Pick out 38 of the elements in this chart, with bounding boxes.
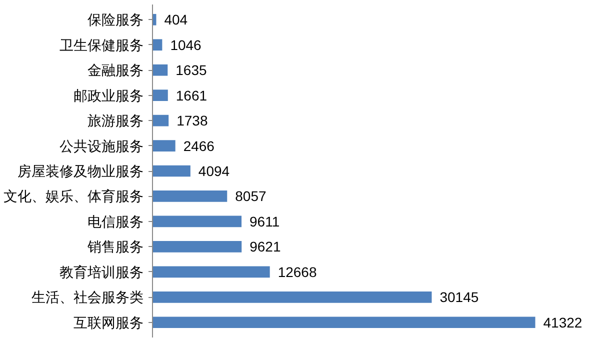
y-tick-label: 教育培训服务 [60, 264, 144, 280]
bar [152, 241, 242, 252]
bar [152, 140, 176, 152]
data-label: 1738 [176, 112, 208, 129]
bar [152, 114, 169, 126]
data-label: 2466 [183, 138, 215, 154]
data-label: 1635 [176, 62, 208, 78]
y-tick-label: 销售服务 [86, 238, 144, 255]
data-label: 9611 [250, 213, 280, 230]
y-tick-label: 旅游服务 [88, 112, 144, 129]
data-label: 9621 [250, 238, 281, 255]
bar [152, 190, 228, 202]
data-label: 30145 [440, 289, 479, 306]
bar [152, 266, 270, 278]
data-label: 1046 [170, 36, 202, 53]
bar [152, 165, 190, 177]
y-tick-label: 房屋装修及物业服务 [18, 163, 144, 179]
y-tick-label: 互联网服务 [74, 314, 144, 330]
y-tick-label: 文化、娱乐、体育服务 [4, 188, 144, 204]
data-label: 404 [164, 12, 188, 28]
data-label: 12668 [278, 264, 317, 280]
y-tick-label: 金融服务 [88, 62, 144, 78]
data-label: 4094 [198, 163, 230, 179]
data-label: 8057 [235, 188, 266, 204]
y-tick-label: 保险服务 [88, 12, 144, 28]
data-label: 41322 [543, 314, 582, 330]
y-tick-label: 邮政业服务 [74, 87, 144, 104]
y-tick-label: 卫生保健服务 [60, 36, 144, 53]
y-tick-label: 电信服务 [88, 213, 144, 230]
y-tick-label: 生活、社会服务类 [32, 289, 144, 306]
bar [152, 39, 162, 51]
data-label: 1661 [176, 87, 208, 104]
bar [152, 291, 432, 303]
bar [152, 90, 168, 101]
bar [152, 216, 242, 228]
y-tick-label: 公共设施服务 [60, 138, 144, 154]
bar [152, 64, 168, 76]
bar [152, 316, 536, 328]
